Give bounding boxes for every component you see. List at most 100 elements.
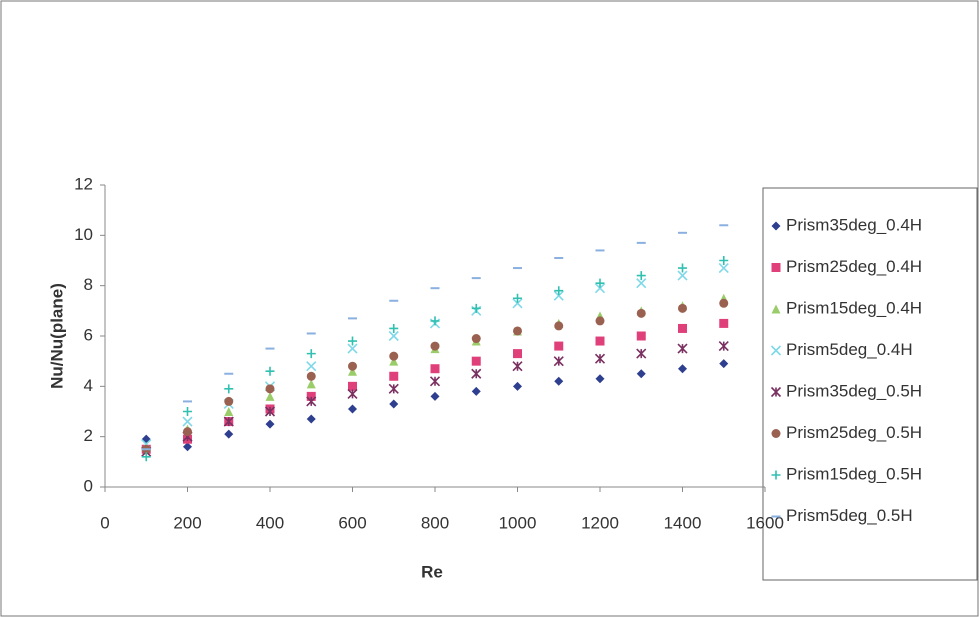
legend-marker — [771, 470, 781, 480]
point — [512, 361, 523, 372]
point — [306, 379, 316, 389]
y-tick-label: 10 — [74, 225, 93, 244]
point — [430, 391, 440, 401]
point — [348, 366, 357, 376]
point — [306, 361, 317, 372]
point — [471, 386, 481, 396]
point — [389, 323, 399, 333]
point — [718, 262, 729, 274]
x-tick-label: 1000 — [499, 513, 537, 532]
point — [718, 341, 729, 352]
legend-label: Prism15deg_0.5H — [786, 464, 922, 483]
point — [636, 348, 647, 359]
point — [429, 376, 441, 387]
point — [347, 343, 358, 354]
point — [183, 427, 192, 437]
x-tick-label: 1200 — [581, 513, 619, 532]
point — [141, 452, 151, 462]
point — [430, 341, 440, 351]
point — [347, 388, 358, 399]
legend-marker — [771, 429, 781, 438]
point — [719, 298, 729, 308]
point — [389, 399, 399, 409]
point — [595, 336, 605, 346]
y-tick-label: 12 — [74, 174, 93, 193]
x-tick-label: 200 — [173, 513, 201, 532]
x-tick-label: 800 — [421, 513, 449, 532]
point — [182, 416, 193, 427]
point — [719, 256, 729, 265]
point — [430, 364, 440, 374]
point — [595, 278, 605, 288]
legend-label: Prism35deg_0.4H — [786, 215, 922, 234]
point — [224, 396, 234, 406]
point — [471, 368, 482, 379]
point — [348, 381, 357, 391]
point — [513, 326, 522, 336]
point — [265, 419, 275, 429]
point — [677, 343, 688, 354]
point — [678, 364, 687, 374]
point — [306, 396, 317, 407]
point — [388, 383, 399, 394]
legend-label: Prism35deg_0.5H — [786, 381, 922, 400]
point — [636, 308, 646, 318]
point — [719, 359, 729, 369]
point — [636, 271, 646, 281]
point — [471, 334, 481, 344]
point — [389, 356, 399, 366]
point — [595, 316, 605, 326]
point — [265, 366, 275, 376]
point — [594, 283, 606, 294]
point — [594, 353, 606, 364]
point — [677, 270, 688, 281]
legend-marker — [770, 386, 782, 398]
point — [678, 263, 687, 273]
point — [719, 318, 729, 328]
point — [513, 349, 522, 359]
point — [513, 381, 522, 391]
x-tick-label: 600 — [338, 513, 366, 532]
y-tick-label: 4 — [84, 376, 93, 395]
point — [265, 391, 275, 401]
point — [595, 374, 605, 384]
point — [265, 384, 275, 394]
legend-label: Prism25deg_0.5H — [786, 423, 922, 442]
point — [554, 341, 564, 351]
point — [471, 356, 481, 366]
point — [430, 316, 440, 326]
point — [389, 351, 399, 361]
y-tick-label: 0 — [84, 476, 93, 495]
point — [554, 286, 564, 296]
point — [224, 384, 234, 394]
point — [636, 278, 647, 289]
point — [306, 349, 316, 359]
legend-marker — [771, 304, 781, 314]
point — [306, 391, 316, 401]
legend-label: Prism25deg_0.4H — [786, 257, 922, 276]
point — [513, 293, 522, 303]
point — [306, 414, 316, 424]
legend-marker — [770, 345, 782, 356]
point — [553, 356, 564, 367]
point — [264, 406, 276, 417]
point — [678, 323, 687, 333]
y-tick-label: 2 — [84, 426, 93, 445]
legend-label: Prism15deg_0.4H — [786, 298, 922, 317]
point — [636, 369, 646, 379]
point — [183, 442, 192, 452]
point — [636, 331, 646, 341]
x-tick-label: 1600 — [746, 513, 784, 532]
point — [348, 404, 357, 414]
point — [388, 330, 399, 342]
point — [471, 303, 481, 313]
point — [306, 371, 316, 381]
legend-label: Prism5deg_0.4H — [786, 340, 913, 359]
y-axis-label: Nu/Nu(plane) — [47, 283, 66, 389]
point — [224, 407, 234, 416]
legend-label: Prism5deg_0.5H — [786, 506, 913, 525]
y-tick-label: 6 — [84, 325, 93, 344]
x-tick-label: 1400 — [664, 513, 702, 532]
